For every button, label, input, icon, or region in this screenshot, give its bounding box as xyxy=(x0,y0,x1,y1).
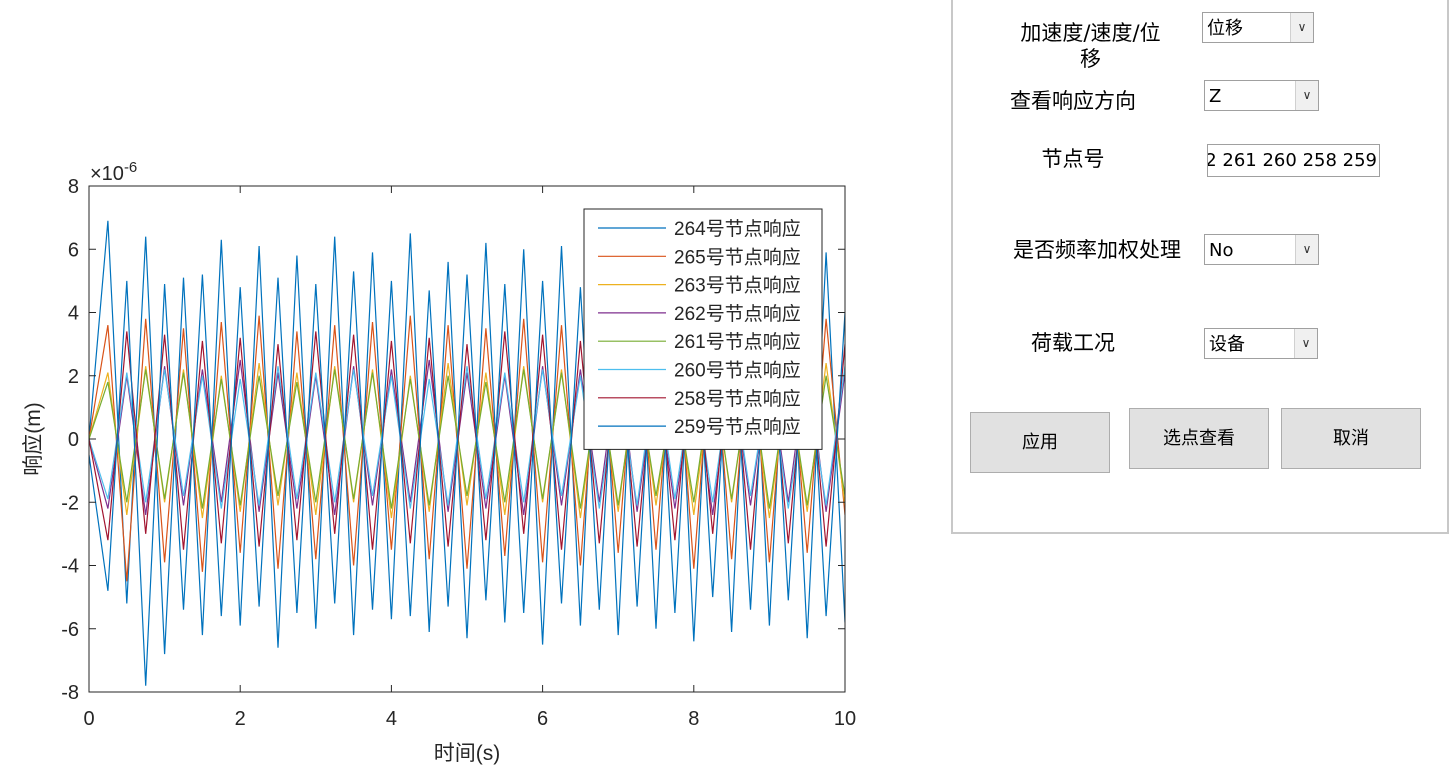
legend-label: 258号节点响应 xyxy=(674,388,801,410)
y-tick-label: -4 xyxy=(61,556,79,578)
x-tick-label: 8 xyxy=(688,708,699,730)
x-tick-label: 10 xyxy=(834,708,856,730)
control-label: 节点号 xyxy=(1041,147,1105,171)
dropdown[interactable]: Z ∨ xyxy=(1204,80,1319,111)
dropdown-arrow[interactable]: ∨ xyxy=(1294,329,1317,358)
series-line xyxy=(89,366,845,509)
x-axis-label: 时间(s) xyxy=(434,742,501,765)
y-axis-label: 响应(m) xyxy=(22,402,45,475)
dropdown[interactable]: No ∨ xyxy=(1204,234,1319,265)
dropdown-value: 设备 xyxy=(1209,334,1245,355)
y-tick-label: -6 xyxy=(61,619,79,641)
dropdown-arrow[interactable]: ∨ xyxy=(1295,235,1318,264)
x-tick-label: 4 xyxy=(386,708,397,730)
legend-label: 265号节点响应 xyxy=(674,246,801,268)
x-tick-label: 6 xyxy=(537,708,548,730)
legend-label: 264号节点响应 xyxy=(674,218,801,240)
button[interactable]: 取消 xyxy=(1281,408,1421,469)
legend-label: 263号节点响应 xyxy=(674,275,801,297)
y-multiplier-base: ×10 xyxy=(90,163,124,185)
control-label: 是否频率加权处理 xyxy=(1013,238,1181,262)
button[interactable]: 应用 xyxy=(970,412,1110,473)
y-tick-label: 8 xyxy=(68,176,79,198)
legend-label: 260号节点响应 xyxy=(674,360,801,382)
y-tick-label: -2 xyxy=(61,492,79,514)
legend-label: 262号节点响应 xyxy=(674,303,801,325)
control-label: 加速度/速度/位移 xyxy=(1020,21,1161,71)
series-line xyxy=(89,331,845,550)
legend-label: 259号节点响应 xyxy=(674,416,801,438)
y-tick-label: 4 xyxy=(68,303,79,325)
dropdown-value: No xyxy=(1209,240,1234,261)
legend-box xyxy=(583,208,823,450)
control-label: 查看响应方向 xyxy=(1010,89,1136,113)
legend-label: 261号节点响应 xyxy=(674,331,801,353)
control-label: 荷载工况 xyxy=(1031,331,1115,355)
dropdown[interactable]: 设备 ∨ xyxy=(1204,328,1318,359)
series-line xyxy=(89,271,845,686)
dropdown-arrow[interactable]: ∨ xyxy=(1295,81,1318,110)
y-multiplier: ×10-6 xyxy=(90,159,137,185)
legend: 264号节点响应 265号节点响应 263号节点响应 262号节点响应 261号节点响应… xyxy=(583,208,823,450)
y-tick-label: -8 xyxy=(61,682,79,704)
dropdown-value: 位移 xyxy=(1207,18,1243,39)
y-multiplier-exponent: -6 xyxy=(124,159,137,176)
y-tick-label: 0 xyxy=(68,429,79,451)
dropdown[interactable]: 位移 ∨ xyxy=(1202,12,1314,43)
dropdown-arrow[interactable]: ∨ xyxy=(1290,13,1313,42)
button[interactable]: 选点查看 xyxy=(1129,408,1269,469)
y-tick-label: 2 xyxy=(68,366,79,388)
input-value: 262 261 260 258 259 xyxy=(1208,150,1377,171)
x-tick-label: 2 xyxy=(235,708,246,730)
text-input[interactable]: 262 261 260 258 259 xyxy=(1207,144,1380,177)
y-tick-label: 6 xyxy=(68,239,79,261)
x-tick-label: 0 xyxy=(83,708,94,730)
dropdown-value: Z xyxy=(1209,86,1222,107)
